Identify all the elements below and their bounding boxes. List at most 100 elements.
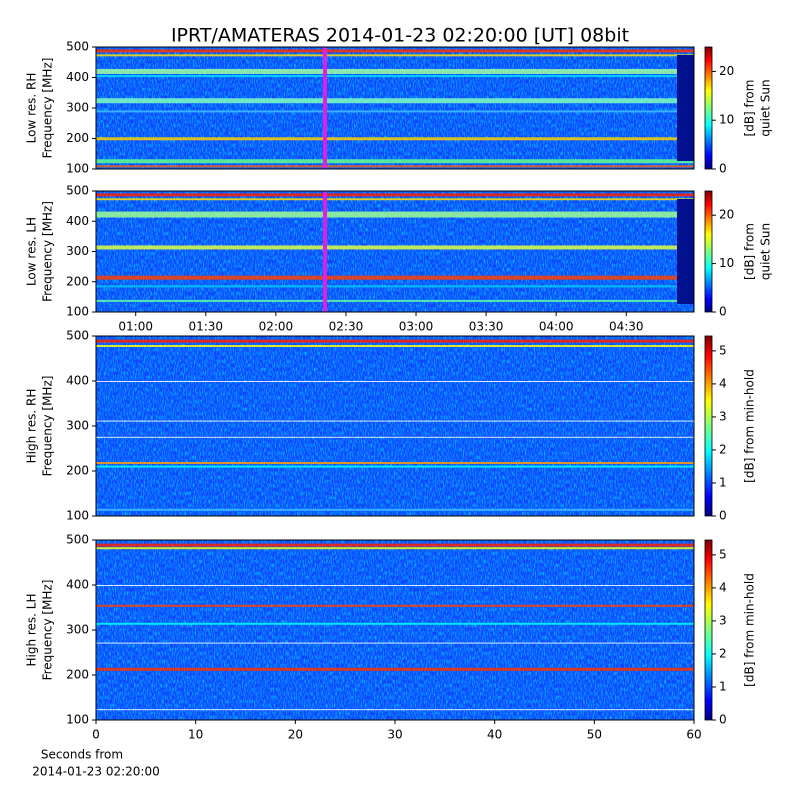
data-gap — [677, 55, 694, 161]
emission-band — [96, 420, 694, 422]
colorbar-label: [dB] from — [743, 223, 757, 280]
y-tick-label: 200 — [66, 464, 89, 478]
colorbar-tick-label: 2 — [719, 646, 727, 660]
panel: 100 200 300 400 500 High res. RH Frequency [MH… — [25, 329, 757, 523]
emission-band — [96, 604, 694, 607]
colorbar-tick-label: 4 — [719, 580, 727, 594]
x-tick-label: 60 — [686, 728, 701, 742]
x-tick-label: 40 — [487, 728, 502, 742]
colorbar-tick-label: 10 — [719, 256, 734, 270]
y-tick-label: 400 — [66, 70, 89, 84]
colorbar — [704, 190, 713, 313]
y-axis-label: High res. LH — [25, 593, 39, 666]
y-axis-label: Frequency [MHz] — [41, 580, 55, 681]
x-tick-label: 02:00 — [259, 320, 294, 334]
colorbar-tick-label: 0 — [719, 305, 727, 319]
time-marker — [323, 47, 327, 169]
y-tick-label: 500 — [66, 329, 89, 343]
emission-band — [96, 245, 694, 250]
y-tick-label: 300 — [66, 623, 89, 637]
colorbar-tick-label: 10 — [719, 113, 734, 127]
x-tick-label: 50 — [587, 728, 602, 742]
colorbar-tick-label: 0 — [719, 162, 727, 176]
emission-band — [96, 585, 694, 586]
y-tick-label: 200 — [66, 274, 89, 288]
emission-band — [96, 462, 694, 464]
colorbar-label: [dB] from min-hold — [743, 369, 757, 483]
emission-band — [96, 345, 694, 347]
emission-band — [96, 137, 694, 141]
x-tick-label: 30 — [387, 728, 402, 742]
y-tick-label: 200 — [66, 131, 89, 145]
y-tick-label: 300 — [66, 244, 89, 258]
y-axis-label: High res. RH — [25, 389, 39, 464]
colorbar-tick-label: 4 — [719, 376, 727, 390]
colorbar — [704, 46, 713, 170]
emission-band — [96, 508, 694, 511]
colorbar — [704, 335, 713, 517]
y-axis-label: Low res. LH — [25, 217, 39, 286]
colorbar-tick-label: 1 — [719, 475, 727, 489]
colorbar-tick-label: 0 — [719, 509, 727, 523]
spectrogram-noise — [96, 540, 694, 720]
emission-band — [96, 110, 694, 113]
emission-band — [96, 49, 694, 53]
emission-band — [96, 275, 694, 280]
x-axis-label: 2014-01-23 02:20:00 — [32, 765, 159, 779]
y-axis-label: Low res. RH — [25, 73, 39, 144]
colorbar-tick-label: 2 — [719, 442, 727, 456]
colorbar — [704, 539, 713, 721]
y-axis-label: Frequency [MHz] — [41, 201, 55, 302]
emission-band — [96, 211, 694, 218]
x-tick-label: 20 — [288, 728, 303, 742]
emission-band — [96, 381, 694, 382]
y-tick-label: 400 — [66, 374, 89, 388]
spectrogram-noise — [96, 47, 694, 169]
emission-band — [96, 642, 694, 644]
time-marker — [323, 191, 327, 312]
colorbar-tick-label: 1 — [719, 679, 727, 693]
emission-band — [96, 543, 694, 547]
colorbar-label: [dB] from min-hold — [743, 573, 757, 687]
emission-band — [96, 622, 694, 625]
y-tick-label: 400 — [66, 214, 89, 228]
emission-band — [96, 165, 694, 168]
emission-band — [96, 436, 694, 438]
colorbar-label: quiet Sun — [759, 223, 773, 280]
y-tick-label: 100 — [66, 162, 89, 176]
y-tick-label: 100 — [66, 509, 89, 523]
spectrogram-noise — [96, 191, 694, 312]
emission-band — [96, 667, 694, 671]
emission-band — [96, 709, 694, 711]
panel: IPRT/AMATERAS 2014-01-23 02:20:00 [UT] 0… — [25, 25, 773, 176]
y-tick-label: 400 — [66, 578, 89, 592]
x-tick-label: 10 — [188, 728, 203, 742]
emission-band — [96, 98, 694, 104]
chart-title: IPRT/AMATERAS 2014-01-23 02:20:00 [UT] 0… — [171, 25, 629, 47]
x-tick-label: 01:00 — [118, 320, 153, 334]
emission-band — [96, 68, 694, 74]
x-tick-label: 01:30 — [188, 320, 223, 334]
emission-band — [96, 299, 694, 302]
y-tick-label: 300 — [66, 101, 89, 115]
emission-band — [96, 75, 694, 78]
emission-band — [96, 465, 694, 468]
colorbar-tick-label: 5 — [719, 547, 727, 561]
y-tick-label: 300 — [66, 419, 89, 433]
emission-band — [96, 339, 694, 343]
y-axis-label: Frequency [MHz] — [41, 376, 55, 477]
colorbar-label: [dB] from — [743, 80, 757, 137]
emission-band — [96, 547, 694, 550]
y-tick-label: 100 — [66, 713, 89, 727]
emission-band — [96, 193, 694, 197]
x-tick-label: 03:00 — [399, 320, 434, 334]
x-tick-label: 0 — [92, 728, 100, 742]
emission-band — [96, 285, 694, 288]
x-tick-label: 04:00 — [539, 320, 574, 334]
colorbar-tick-label: 20 — [719, 208, 734, 222]
colorbar-label: quiet Sun — [759, 79, 773, 136]
emission-band — [96, 159, 694, 164]
